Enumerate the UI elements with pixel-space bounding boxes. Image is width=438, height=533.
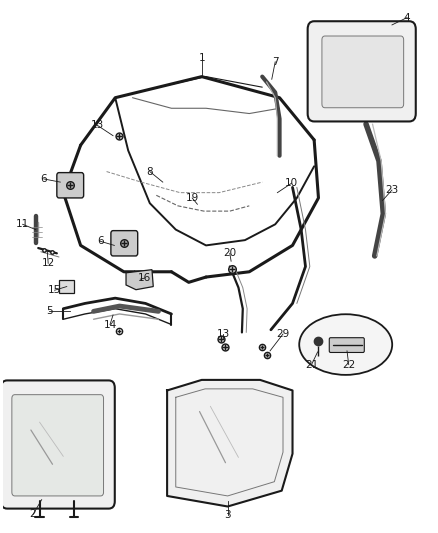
Ellipse shape <box>299 314 392 375</box>
Text: 12: 12 <box>42 259 55 268</box>
Text: 6: 6 <box>97 236 103 246</box>
FancyBboxPatch shape <box>322 36 404 108</box>
FancyBboxPatch shape <box>111 231 138 256</box>
FancyBboxPatch shape <box>329 338 364 352</box>
Text: 7: 7 <box>272 57 279 67</box>
Text: 22: 22 <box>342 360 355 369</box>
Text: 10: 10 <box>285 178 298 188</box>
Text: 4: 4 <box>404 13 410 22</box>
Text: 8: 8 <box>146 166 153 176</box>
Polygon shape <box>59 280 74 293</box>
Text: 20: 20 <box>223 248 237 259</box>
Text: 5: 5 <box>46 306 53 316</box>
Text: 29: 29 <box>276 329 290 339</box>
FancyBboxPatch shape <box>57 173 84 198</box>
Text: 23: 23 <box>385 185 399 195</box>
Text: 14: 14 <box>103 319 117 329</box>
Text: 2: 2 <box>30 510 36 519</box>
Text: 16: 16 <box>138 273 151 283</box>
Text: 3: 3 <box>224 511 231 520</box>
Text: 19: 19 <box>186 193 199 203</box>
Polygon shape <box>167 380 293 506</box>
Text: 11: 11 <box>16 219 29 229</box>
Text: 13: 13 <box>217 329 230 339</box>
FancyBboxPatch shape <box>12 394 103 496</box>
FancyBboxPatch shape <box>307 21 416 122</box>
Polygon shape <box>126 270 153 290</box>
FancyBboxPatch shape <box>1 381 115 508</box>
Text: 21: 21 <box>305 360 318 369</box>
Text: 1: 1 <box>198 53 205 63</box>
Text: 15: 15 <box>48 285 61 295</box>
Text: 6: 6 <box>41 174 47 184</box>
Text: 13: 13 <box>90 120 104 130</box>
